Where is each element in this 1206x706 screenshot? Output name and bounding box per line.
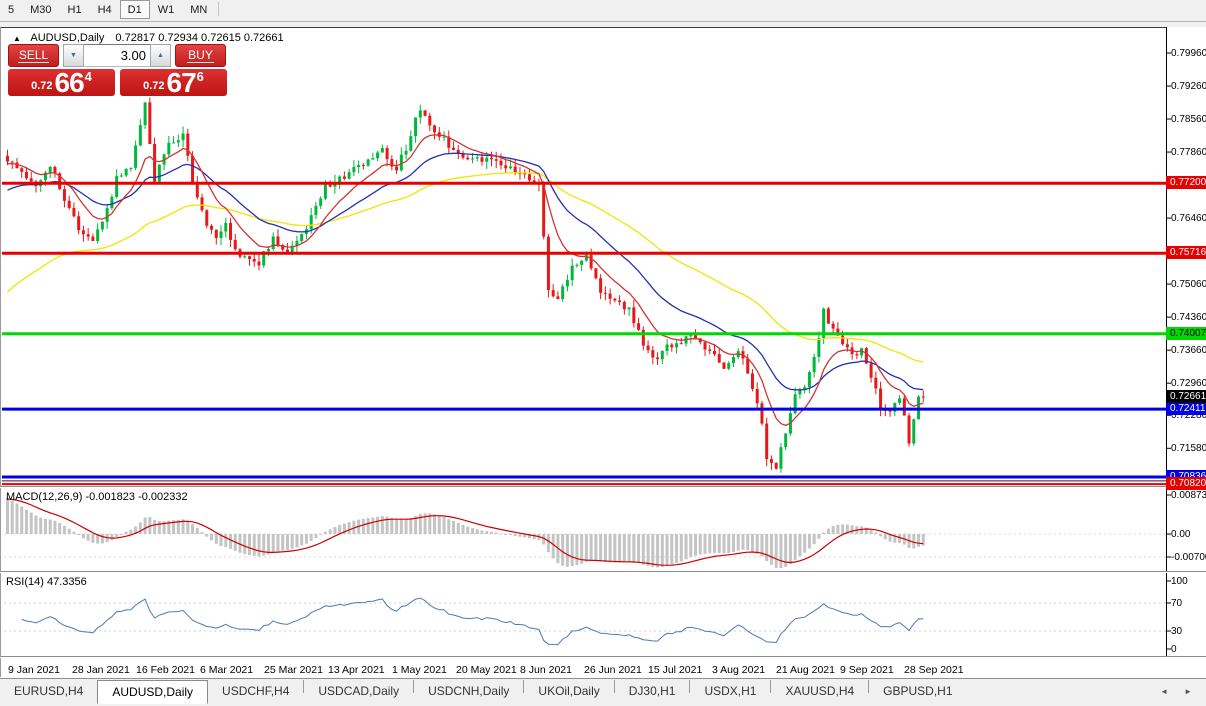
date-axis-label: 26 Jun 2021	[584, 664, 642, 676]
date-axis-label: 20 May 2021	[456, 664, 517, 676]
date-axis-label: 3 Aug 2021	[712, 664, 766, 676]
date-axis-label: 21 Aug 2021	[776, 664, 835, 676]
price-tick: 0.79960	[1171, 48, 1206, 59]
tab-divider	[413, 679, 415, 693]
tab-usdx-h1[interactable]: USDX,H1	[704, 684, 757, 698]
rsi-axis-tick: 100	[1171, 576, 1188, 587]
macd-axis-tick: 0.00	[1171, 529, 1191, 540]
rsi-indicator-title: RSI(14) 47.3356	[6, 576, 87, 588]
symbol-tab-bar: EURUSD,H4 AUDUSD,Daily USDCHF,H4 USDCAD,Dai…	[0, 678, 1206, 706]
date-axis-label: 9 Jan 2021	[8, 664, 60, 676]
timeframe-button-h1[interactable]: H1	[67, 4, 82, 16]
rsi-axis-tick: 70	[1171, 598, 1183, 609]
one-click-trading-widget: SELL ▼ 3.00 ▲ BUY 0.72 66 4 0.72 67 6	[8, 44, 227, 98]
buy-price-box[interactable]: 0.72 67 6	[120, 67, 227, 98]
tab-gbpusd-h1[interactable]: GBPUSD,H1	[883, 684, 953, 698]
level-price-label: 0.70820	[1166, 477, 1206, 491]
date-axis-label: 13 Apr 2021	[328, 664, 385, 676]
rsi-axis-tick: 30	[1171, 626, 1183, 637]
macd-axis-tick: 0.008739	[1171, 490, 1206, 501]
chart-canvas[interactable]	[0, 27, 1206, 678]
volume-input[interactable]: 3.00	[84, 44, 150, 67]
timeframe-toolbar: 5 M30 H1 H4 D1 W1 MN	[0, 0, 1206, 22]
tabs-scroll-left-icon[interactable]: ◄	[1160, 687, 1169, 696]
chevron-up-icon: ▲	[157, 52, 164, 59]
price-tick: 0.77860	[1171, 147, 1206, 159]
timeframe-button-d1[interactable]: D1	[119, 0, 150, 19]
sell-button[interactable]: SELL	[8, 44, 59, 67]
tab-eurusd-h4[interactable]: EURUSD,H4	[14, 684, 84, 698]
buy-price-prefix: 0.72	[143, 80, 165, 92]
date-axis-label: 28 Jan 2021	[72, 664, 130, 676]
timeframe-button-mn[interactable]: MN	[190, 4, 208, 16]
price-tick: 0.79260	[1171, 81, 1206, 93]
date-axis-label: 16 Feb 2021	[136, 664, 195, 676]
buy-price-big: 67	[166, 67, 197, 98]
date-axis-label: 1 May 2021	[392, 664, 447, 676]
sell-price-big: 66	[54, 67, 85, 98]
chart-header: ▲ AUDUSD,Daily 0.72817 0.72934 0.72615 0…	[13, 32, 284, 44]
level-price-label: 0.72411	[1166, 402, 1206, 416]
price-tick: 0.75060	[1171, 279, 1206, 291]
level-price-label: 0.75716	[1166, 246, 1206, 260]
chevron-down-icon: ▼	[70, 52, 77, 59]
volume-increase-button[interactable]: ▲	[150, 44, 171, 67]
tab-dj30-h1[interactable]: DJ30,H1	[628, 684, 676, 698]
price-tick: 0.72960	[1171, 378, 1206, 390]
tab-usdchf-h4[interactable]: USDCHF,H4	[222, 684, 290, 698]
date-axis-label: 8 Jun 2021	[520, 664, 572, 676]
sell-price-pip: 4	[84, 69, 92, 84]
level-price-label: 0.77200	[1166, 176, 1206, 190]
price-tick: 0.76460	[1171, 213, 1206, 225]
date-axis-label: 28 Sep 2021	[904, 664, 964, 676]
price-tick: 0.74360	[1171, 312, 1206, 324]
tab-usdcad-daily[interactable]: USDCAD,Daily	[318, 684, 400, 698]
tab-divider	[613, 679, 615, 693]
chart-window[interactable]: ▲ AUDUSD,Daily 0.72817 0.72934 0.72615 0…	[0, 27, 1206, 678]
tab-divider	[868, 679, 870, 693]
date-axis-label: 9 Sep 2021	[840, 664, 894, 676]
date-axis-label: 6 Mar 2021	[200, 664, 254, 676]
tab-divider	[770, 679, 772, 693]
chart-symbol-label: AUDUSD,Daily	[30, 32, 105, 44]
level-price-label: 0.74007	[1166, 326, 1206, 340]
macd-indicator-title: MACD(12,26,9) -0.001823 -0.002332	[6, 491, 188, 503]
tab-audusd-daily[interactable]: AUDUSD,Daily	[97, 680, 209, 704]
timeframe-button-5[interactable]: 5	[8, 4, 15, 16]
date-axis-label: 15 Jul 2021	[648, 664, 703, 676]
current-price-label: 0.72661	[1166, 390, 1206, 404]
volume-decrease-button[interactable]: ▼	[63, 44, 84, 67]
tab-divider	[689, 679, 691, 693]
timeframe-button-w1[interactable]: W1	[157, 4, 175, 16]
tab-xauusd-h4[interactable]: XAUUSD,H4	[785, 684, 855, 698]
tab-usdcnh-daily[interactable]: USDCNH,Daily	[428, 684, 510, 698]
tab-divider	[523, 679, 525, 693]
timeframe-button-h4[interactable]: H4	[97, 4, 112, 16]
tab-divider	[303, 679, 305, 693]
buy-price-pip: 6	[196, 69, 204, 84]
collapse-triangle-icon[interactable]: ▲	[13, 34, 21, 43]
price-tick: 0.71580	[1171, 443, 1206, 455]
tabs-scroll-right-icon[interactable]: ►	[1184, 687, 1192, 696]
price-tick: 0.73660	[1171, 345, 1206, 357]
chart-ohlc-values: 0.72817 0.72934 0.72615 0.72661	[115, 32, 284, 44]
sell-price-prefix: 0.72	[31, 80, 53, 92]
toolbar-separator	[218, 1, 220, 16]
buy-button[interactable]: BUY	[175, 44, 226, 67]
macd-axis-tick: -0.00700	[1171, 552, 1206, 563]
date-axis-label: 25 Mar 2021	[264, 664, 323, 676]
timeframe-button-m30[interactable]: M30	[30, 4, 52, 16]
price-tick: 0.72280	[1171, 410, 1206, 422]
rsi-axis-tick: 0	[1171, 644, 1177, 655]
sell-price-box[interactable]: 0.72 66 4	[8, 67, 115, 98]
price-tick: 0.78560	[1171, 114, 1206, 126]
tab-ukoil-daily[interactable]: UKOil,Daily	[538, 684, 600, 698]
